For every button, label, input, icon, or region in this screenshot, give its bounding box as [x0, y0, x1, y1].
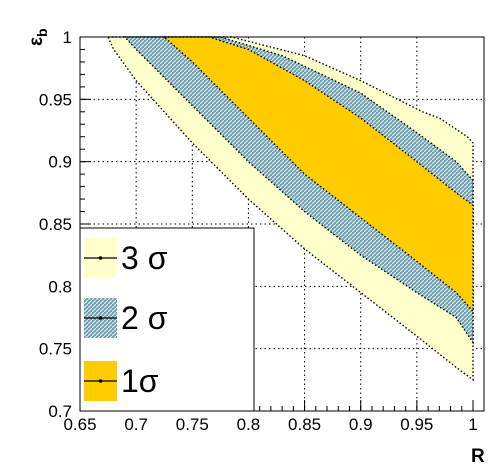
region-1sigma — [162, 36, 474, 314]
legend-swatch-marker — [98, 256, 103, 260]
x-tick-label: 0.85 — [288, 415, 321, 434]
legend-label: 2 σ — [121, 300, 168, 336]
y-axis-title: εb — [26, 28, 50, 46]
y-axis-title-main: ε — [26, 37, 47, 46]
y-tick-label: 1 — [63, 28, 72, 47]
legend-swatch-marker — [98, 316, 103, 320]
legend-label: 3 σ — [121, 240, 168, 276]
legend: 3 σ 2 σ 1σ — [79, 227, 255, 412]
y-tick-label: 0.95 — [39, 90, 72, 109]
y-tick-label: 0.7 — [48, 402, 72, 421]
axis-ticks: 0.65 0.7 0.75 0.8 0.85 0.9 0.95 10.70.750.80.85… — [39, 28, 478, 434]
x-tick-label: 0.8 — [237, 415, 261, 434]
x-tick-label: 0.75 — [176, 415, 209, 434]
y-axis-title-sub: b — [34, 28, 50, 37]
x-tick-label: 0.65 — [63, 415, 96, 434]
x-tick-label: 1 — [468, 415, 477, 434]
y-tick-label: 0.8 — [48, 277, 72, 296]
x-tick-label: 0.7 — [124, 415, 148, 434]
x-tick-label: 0.95 — [400, 415, 433, 434]
x-tick-label: 0.9 — [349, 415, 373, 434]
legend-label: 1σ — [121, 363, 159, 399]
y-tick-label: 0.75 — [39, 340, 72, 359]
y-tick-label: 0.85 — [39, 215, 72, 234]
legend-swatch-marker — [98, 379, 103, 383]
y-tick-label: 0.9 — [48, 153, 72, 172]
svg-text:εb: εb — [26, 28, 50, 46]
region-2sigma — [123, 36, 474, 345]
x-axis-title: R — [471, 446, 485, 467]
confidence-regions — [106, 36, 474, 382]
